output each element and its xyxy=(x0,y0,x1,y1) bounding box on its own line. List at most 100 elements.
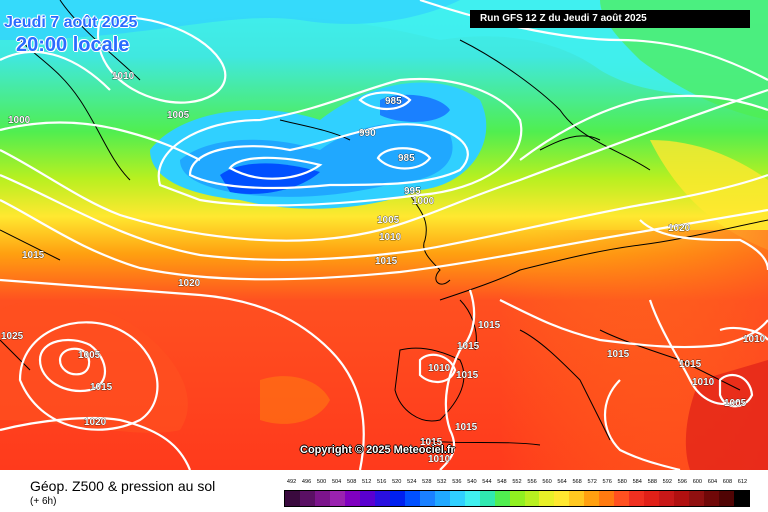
legend-value-label: 536 xyxy=(452,479,462,485)
isobar-label: 1015 xyxy=(478,320,501,331)
legend-value-label: 532 xyxy=(437,479,447,485)
legend-value-label: 552 xyxy=(512,479,522,485)
isobar-1000-west xyxy=(0,121,201,161)
isobar-1010-iberia xyxy=(418,353,457,383)
legend-value-label: 516 xyxy=(377,479,387,485)
legend-color-swatch xyxy=(389,491,405,506)
legend-value-label: 556 xyxy=(527,479,537,485)
isobar-1010-e xyxy=(719,326,768,341)
legend-value-label: 604 xyxy=(707,479,718,485)
map-local-time: 20:00 locale xyxy=(16,34,130,56)
isobar-label: 1015 xyxy=(457,341,480,352)
legend-color-swatch xyxy=(329,491,345,506)
isobar-1020-sw xyxy=(0,416,192,470)
legend-color-swatch xyxy=(569,491,585,506)
legend-color-swatch xyxy=(374,491,390,506)
isobar-label: 985 xyxy=(398,153,415,164)
legend-color-swatch xyxy=(314,491,330,506)
legend-color-swatch xyxy=(524,491,540,506)
legend-value-label: 608 xyxy=(722,479,733,485)
map-canvas: 1010 1000 1005 985 990 985 995 1000 1005… xyxy=(0,0,768,470)
isobar-label: 1020 xyxy=(84,417,107,428)
legend-color-swatch xyxy=(644,491,660,506)
isobar-label: 985 xyxy=(385,96,402,107)
isobar-label: 1005 xyxy=(724,398,747,409)
isobar-label: 1010 xyxy=(743,334,766,345)
isobar-label: 1000 xyxy=(8,115,31,126)
isobar-1010-small-low xyxy=(38,338,106,393)
legend-value-label: 588 xyxy=(647,479,657,485)
isobar-label: 1025 xyxy=(1,331,24,342)
isobar-985-east xyxy=(376,147,432,170)
isobar-1005 xyxy=(0,88,768,242)
isobar-1010-nw xyxy=(97,16,227,104)
isobar-label: 1015 xyxy=(90,382,113,393)
legend-color-swatch xyxy=(614,491,630,506)
legend-value-label: 592 xyxy=(662,479,672,485)
legend-value-label: 496 xyxy=(301,479,312,485)
isobar-1020-south xyxy=(0,278,365,470)
legend-value-label: 540 xyxy=(467,479,477,485)
isobar-label: 990 xyxy=(359,128,376,139)
legend-color-swatch xyxy=(285,491,300,506)
legend-value-label: 600 xyxy=(692,479,703,485)
legend-color-swatch xyxy=(584,491,600,506)
isobar-1010 xyxy=(0,173,768,262)
legend-value-label: 512 xyxy=(362,479,372,485)
legend-color-swatch xyxy=(719,491,735,506)
legend-color-swatch xyxy=(464,491,480,506)
isobar-985-north xyxy=(358,91,412,111)
isobar-label: 1010 xyxy=(112,71,135,82)
legend-color-swatch xyxy=(404,491,420,506)
legend-value-label: 612 xyxy=(737,479,748,485)
legend-color-swatch xyxy=(344,491,360,506)
legend-value-label: 564 xyxy=(557,479,567,485)
isobar-labels: 1010 1000 1005 985 990 985 995 1000 1005… xyxy=(1,71,766,466)
legend-value-label: 596 xyxy=(677,479,687,485)
legend-color-swatch xyxy=(509,491,525,506)
legend-value-label: 508 xyxy=(346,479,357,485)
legend-color-swatch xyxy=(299,491,315,506)
legend-color-swatch xyxy=(539,491,555,506)
legend-color-swatch xyxy=(359,491,375,506)
legend-value-label: 572 xyxy=(587,479,597,485)
isobar-1020-east xyxy=(639,219,768,271)
z500-band-darkred-se xyxy=(685,360,768,470)
weather-map: 1010 1000 1005 985 990 985 995 1000 1005… xyxy=(0,0,768,470)
run-info-box: Run GFS 12 Z du Jeudi 7 août 2025 xyxy=(470,10,750,28)
isobar-label: 1010 xyxy=(428,454,451,465)
legend-color-swatch xyxy=(599,491,615,506)
legend-value-label: 520 xyxy=(392,479,402,485)
z500-band-lightblue xyxy=(0,0,460,40)
legend-color-swatch xyxy=(479,491,495,506)
legend-value-label: 584 xyxy=(632,479,642,485)
legend-color-swatch xyxy=(659,491,675,506)
isobar-label: 1015 xyxy=(456,370,479,381)
isobar-1005-small-low xyxy=(58,347,91,376)
isobar-label: 1015 xyxy=(375,256,398,267)
legend-value-label: 504 xyxy=(331,479,342,485)
isobar-label: 1015 xyxy=(420,437,443,448)
isobar-label: 1015 xyxy=(679,359,702,370)
isobar-label: 1000 xyxy=(412,196,435,207)
legend-value-label: 568 xyxy=(572,479,582,485)
legend-color-swatch xyxy=(449,491,465,506)
copyright-text: Copyright © 2025 Meteociel.fr xyxy=(300,444,455,456)
isobar-990-loop xyxy=(188,123,469,190)
isobar-label: 1020 xyxy=(178,278,201,289)
isobar-label: 1010 xyxy=(379,232,402,243)
isobar-995-loop xyxy=(157,78,523,207)
isobar-1015 xyxy=(0,199,768,281)
legend-color-swatch xyxy=(734,491,750,506)
isobar-label: 1005 xyxy=(167,110,190,121)
isobar-1005-se xyxy=(718,373,754,408)
legend-footer: Géop. Z500 & pression au sol (+ 6h) 492 4… xyxy=(0,470,768,512)
map-date-title: Jeudi 7 août 2025 xyxy=(4,14,138,31)
legend-value-label: 492 xyxy=(286,479,297,485)
legend-value-label: 524 xyxy=(407,479,417,485)
isobar-label: 1005 xyxy=(377,215,400,226)
isobar-label: 1015 xyxy=(455,422,478,433)
isobars xyxy=(0,0,768,470)
z500-band-green-ne xyxy=(600,0,768,120)
isobar-1010-se xyxy=(648,299,741,405)
